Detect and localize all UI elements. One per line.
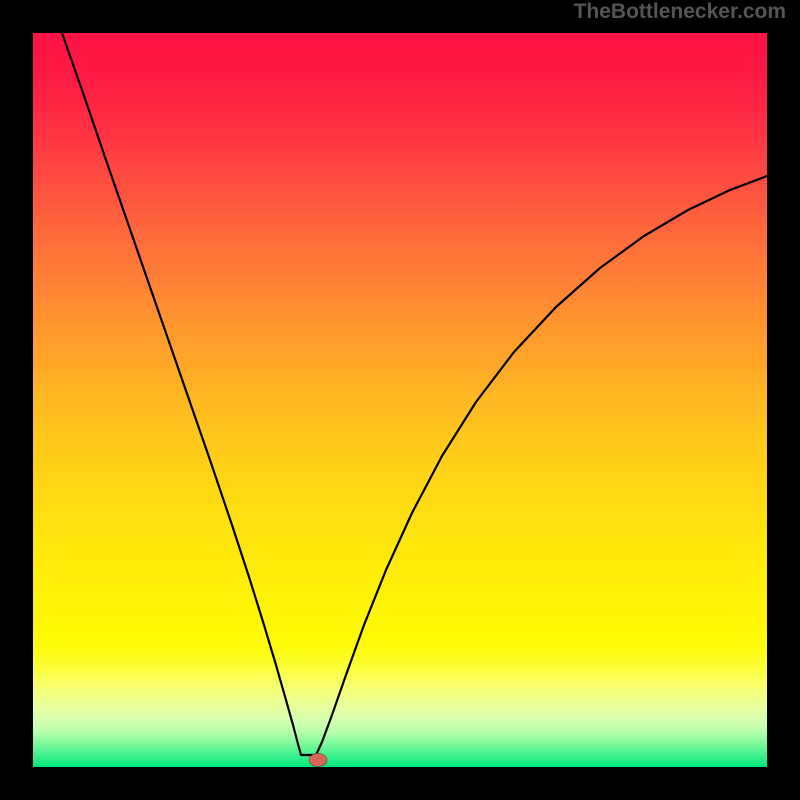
canvas: TheBottlenecker.com	[0, 0, 800, 800]
overlay-svg	[0, 0, 800, 800]
optimal-point-marker	[309, 754, 327, 767]
watermark-text: TheBottlenecker.com	[574, 0, 786, 24]
bottleneck-curve	[62, 33, 767, 755]
